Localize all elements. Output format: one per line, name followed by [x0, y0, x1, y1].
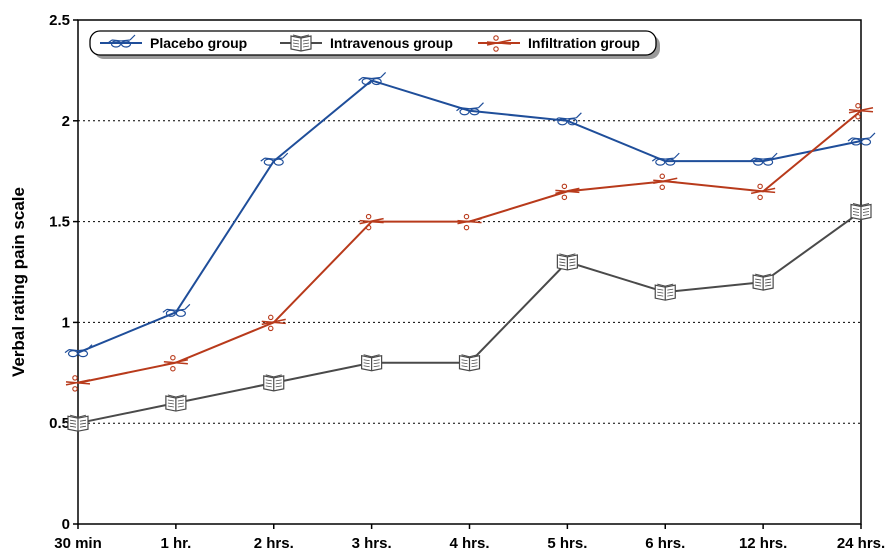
y-tick-label: 2 [62, 113, 70, 130]
legend-marker [486, 35, 512, 52]
x-tick-label: 24 hrs. [837, 535, 885, 552]
y-axis-title: Verbal rating pain scale [9, 187, 28, 377]
series-line-1 [77, 210, 862, 425]
data-point [65, 375, 91, 392]
data-point [749, 152, 778, 166]
x-axis: 30 min 1 hr. 2 hrs. 3 hrs. 4 hrs. 5 hrs. 6 hrs… [54, 524, 885, 552]
y-tick-label: 2.5 [49, 12, 70, 29]
y-tick-label: 1.5 [49, 214, 70, 231]
legend: Placebo group Intravenous group Infiltrati… [89, 30, 660, 59]
data-point [654, 283, 676, 301]
x-tick-label: 4 hrs. [449, 535, 489, 552]
data-point [261, 314, 286, 332]
plot-area [77, 19, 862, 525]
data-point [750, 183, 776, 201]
series-line-2 [77, 109, 862, 384]
x-tick-label: 5 hrs. [547, 535, 587, 552]
series-markers [64, 72, 876, 432]
legend-label: Intravenous group [330, 35, 453, 51]
data-point [358, 72, 387, 86]
data-point [554, 112, 582, 126]
data-point [848, 102, 874, 120]
data-point [165, 394, 187, 412]
data-point [162, 303, 191, 317]
data-point [847, 132, 876, 146]
y-tick-label: 1 [62, 314, 70, 331]
x-tick-label: 1 hr. [160, 535, 191, 552]
x-tick-label: 6 hrs. [645, 535, 685, 552]
data-point [752, 273, 774, 291]
gridlines [78, 120, 861, 424]
data-point [359, 213, 384, 231]
legend-label: Infiltration group [528, 35, 640, 51]
y-tick-label: 0 [62, 516, 70, 533]
data-point [458, 354, 481, 372]
x-tick-label: 2 hrs. [254, 535, 294, 552]
data-point [651, 152, 680, 166]
y-tick-label: 0.5 [49, 415, 70, 432]
data-point [555, 183, 580, 201]
x-tick-label: 30 min [54, 535, 102, 552]
legend-marker [290, 34, 312, 52]
data-point [361, 354, 383, 372]
x-tick-label: 12 hrs. [739, 535, 787, 552]
y-axis: 0 0.5 1 1.5 2 2.5 [49, 12, 78, 533]
data-point [260, 152, 289, 166]
data-point [263, 374, 285, 392]
series-lines [77, 79, 862, 425]
data-point [64, 344, 93, 358]
legend-box [89, 30, 657, 56]
data-point [653, 173, 678, 191]
data-point [456, 102, 484, 116]
legend-label: Placebo group [150, 35, 247, 51]
data-point [67, 414, 89, 432]
x-tick-label: 3 hrs. [352, 535, 392, 552]
data-point [850, 203, 872, 221]
data-point [163, 354, 189, 372]
series-line-0 [77, 79, 862, 354]
legend-marker [107, 34, 136, 48]
data-point [457, 213, 482, 231]
data-point [556, 253, 578, 271]
